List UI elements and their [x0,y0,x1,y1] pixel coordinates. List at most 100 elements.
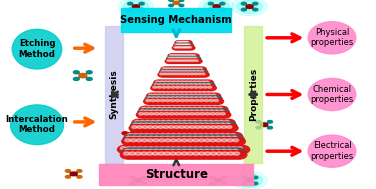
Circle shape [177,107,182,110]
Circle shape [204,149,210,153]
Circle shape [170,99,174,102]
Circle shape [219,120,224,123]
Circle shape [225,134,230,136]
Circle shape [141,176,146,179]
Circle shape [202,98,214,104]
Circle shape [154,147,160,150]
Circle shape [170,106,182,113]
Circle shape [144,148,161,156]
Circle shape [160,93,171,99]
Circle shape [165,139,170,142]
Circle shape [209,110,214,112]
Circle shape [193,123,198,126]
Circle shape [151,135,166,143]
Circle shape [160,110,165,112]
Circle shape [175,44,178,45]
Circle shape [184,148,200,156]
Circle shape [177,72,186,77]
Circle shape [207,98,219,104]
Circle shape [241,182,246,185]
Circle shape [135,120,140,123]
Circle shape [155,106,167,113]
Circle shape [183,46,191,50]
Circle shape [164,152,170,155]
Circle shape [203,107,207,110]
Circle shape [178,96,190,102]
Circle shape [216,119,230,126]
Circle shape [147,152,153,155]
Circle shape [129,125,143,132]
Circle shape [206,132,221,140]
Circle shape [171,97,175,99]
Circle shape [193,98,204,104]
Circle shape [182,54,191,58]
Circle shape [184,68,188,70]
Circle shape [178,148,195,156]
Circle shape [140,135,155,143]
Circle shape [153,126,158,128]
Circle shape [152,152,159,155]
Circle shape [141,182,146,185]
Circle shape [195,68,199,70]
Circle shape [147,107,152,110]
Circle shape [170,57,178,61]
Circle shape [256,120,261,123]
Circle shape [217,145,233,154]
Circle shape [165,134,171,136]
Circle shape [185,57,188,59]
Circle shape [179,46,186,50]
Circle shape [169,85,180,91]
Circle shape [158,126,164,128]
Circle shape [201,151,218,159]
Circle shape [187,54,190,56]
Circle shape [189,94,193,96]
Circle shape [214,125,227,132]
Circle shape [147,112,159,118]
Circle shape [188,68,191,70]
Circle shape [136,122,150,129]
Circle shape [174,80,185,85]
Circle shape [194,59,202,64]
Circle shape [147,126,153,128]
Circle shape [160,85,171,91]
Circle shape [171,59,180,64]
Circle shape [186,73,190,75]
Circle shape [155,85,166,91]
Circle shape [177,57,180,59]
Circle shape [125,149,131,153]
Circle shape [184,135,199,143]
Text: Properties: Properties [249,68,258,121]
Circle shape [200,106,213,113]
Circle shape [167,86,171,88]
Circle shape [229,135,244,143]
Circle shape [162,112,175,118]
Circle shape [192,109,205,115]
Circle shape [213,151,229,159]
Circle shape [156,138,171,145]
Circle shape [197,98,209,104]
Circle shape [133,134,139,136]
Circle shape [159,70,169,74]
Circle shape [205,112,210,115]
Circle shape [158,119,172,126]
Circle shape [149,94,153,96]
Circle shape [180,84,184,86]
Circle shape [172,107,177,110]
Text: MXene VOC Sensor: MXene VOC Sensor [135,145,206,151]
Circle shape [253,182,258,185]
Circle shape [241,2,246,5]
Circle shape [150,96,161,102]
Circle shape [221,119,235,126]
Circle shape [253,176,258,179]
Circle shape [158,98,170,104]
Circle shape [178,145,194,154]
Circle shape [179,80,189,85]
Circle shape [187,149,193,153]
Circle shape [77,170,82,172]
Circle shape [253,8,258,11]
Circle shape [140,120,145,123]
Circle shape [183,41,186,43]
Circle shape [174,59,183,64]
Circle shape [202,138,217,145]
Circle shape [175,106,187,113]
